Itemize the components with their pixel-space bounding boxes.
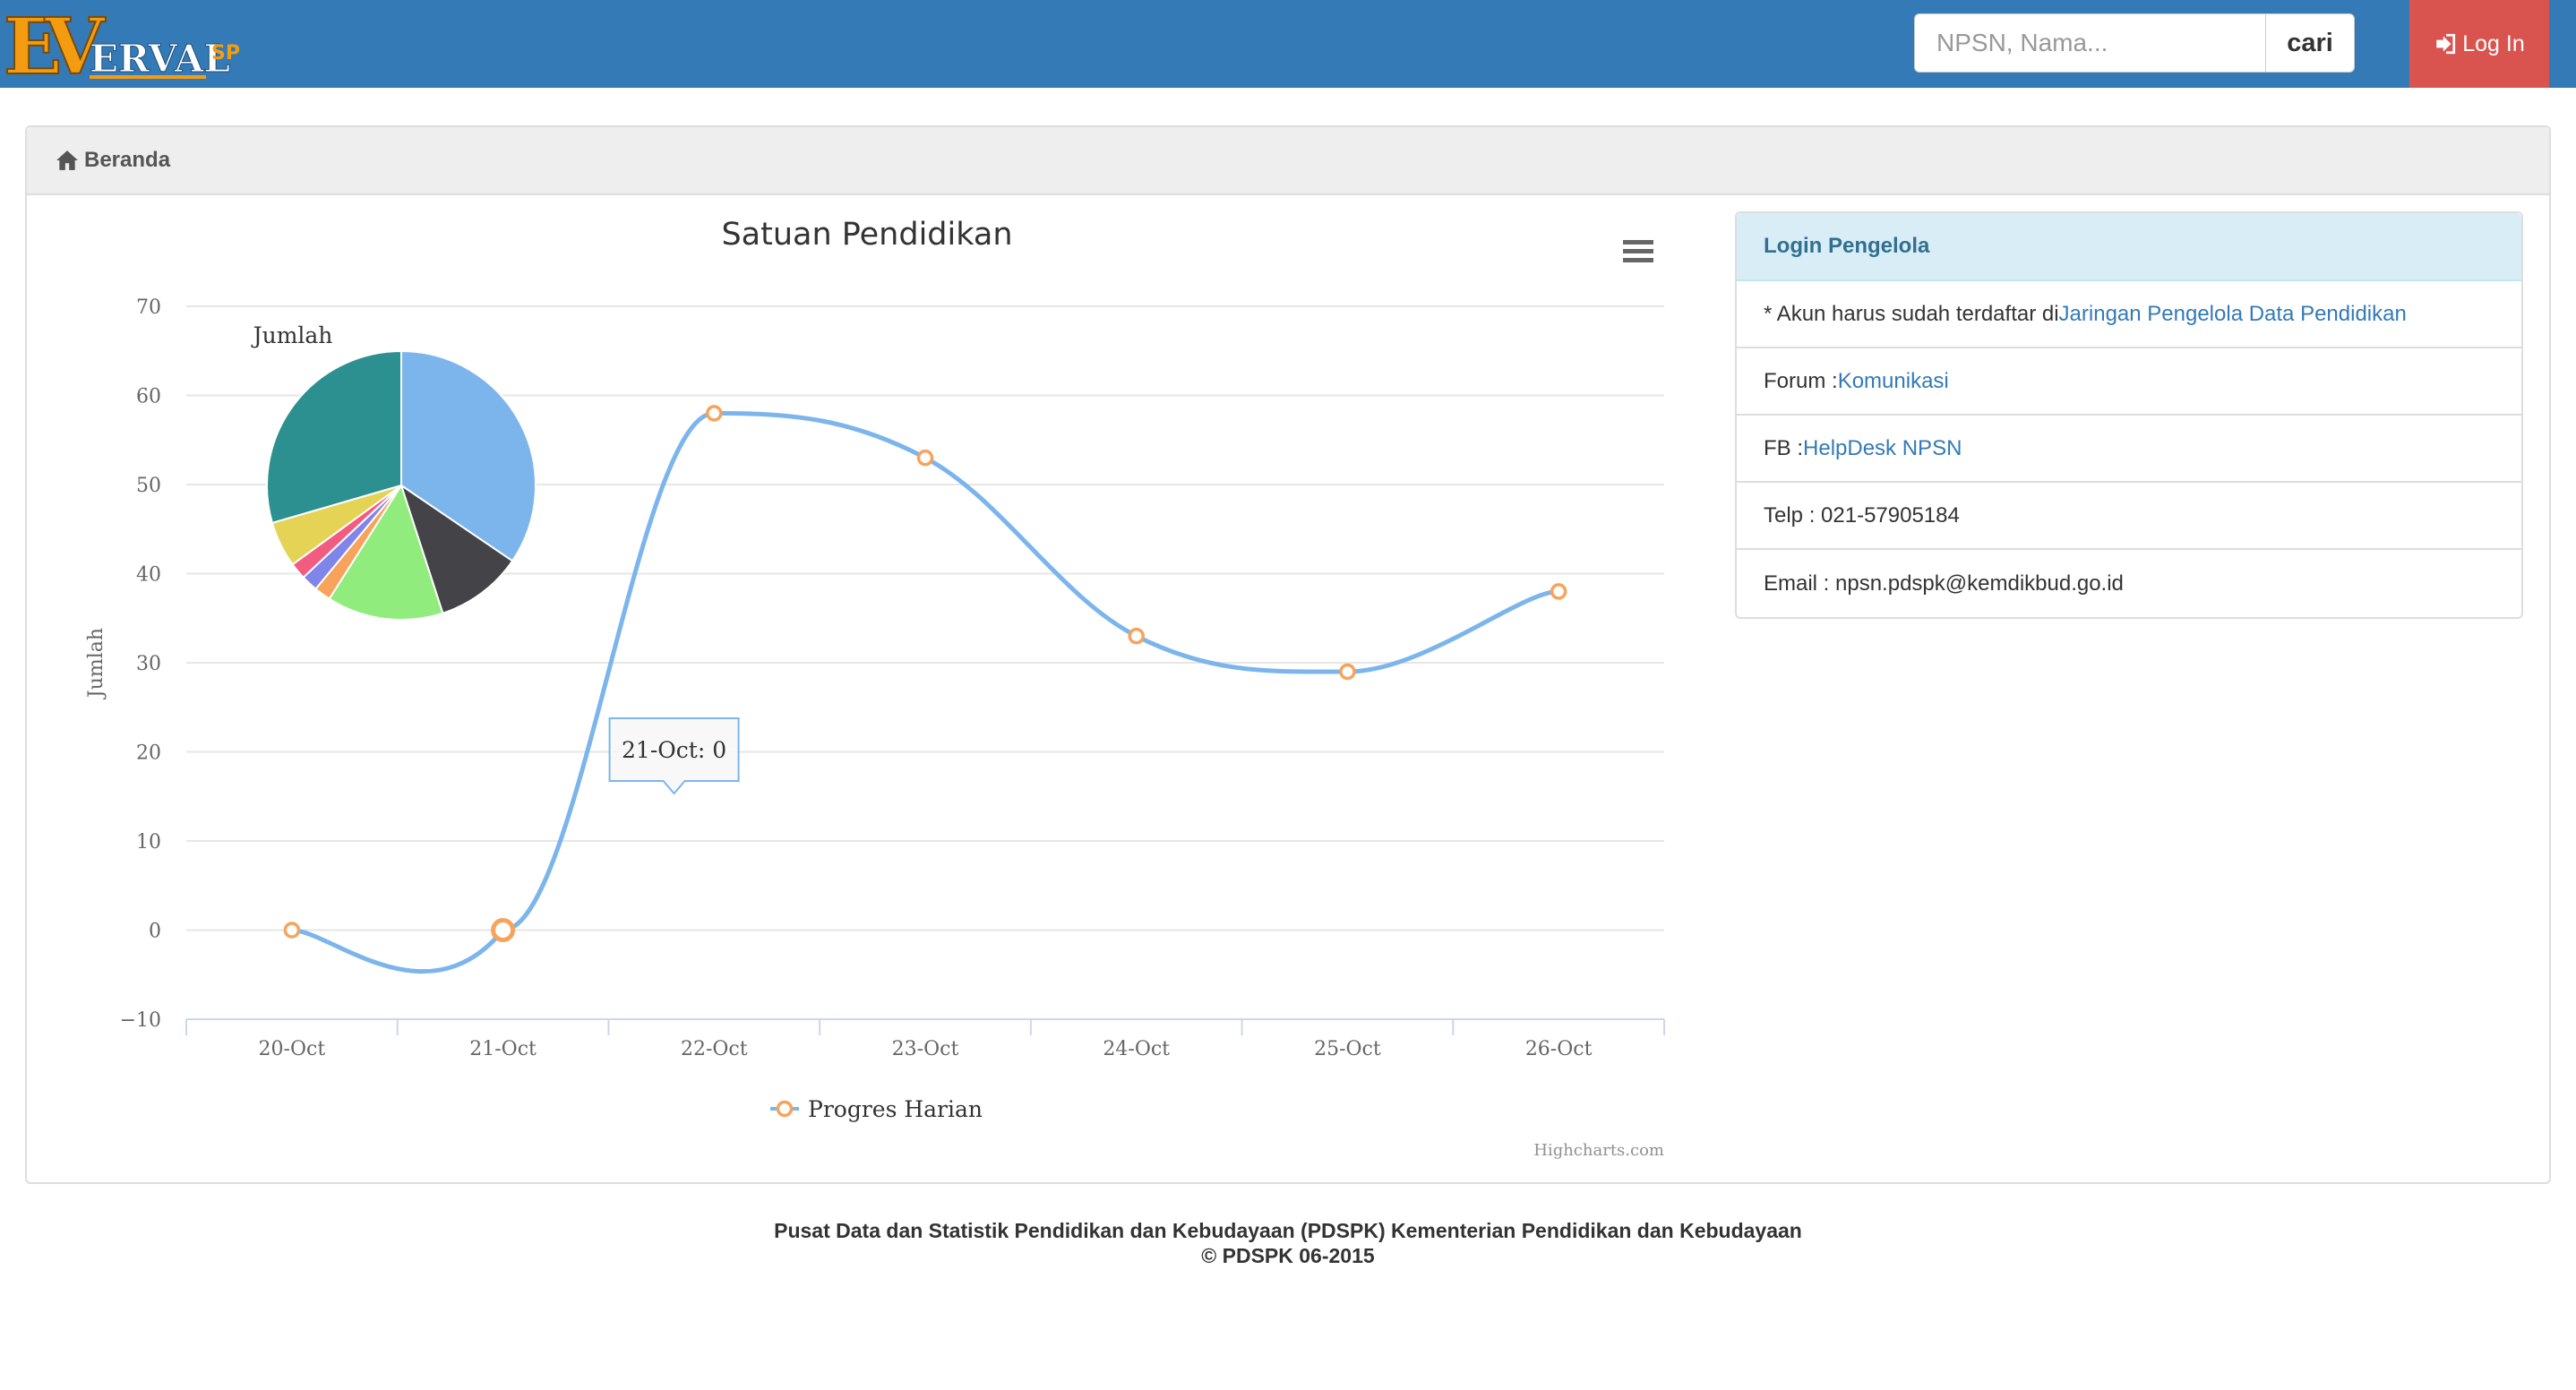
legend[interactable]: Progres Harian bbox=[770, 1096, 983, 1122]
tooltip-text: 21-Oct: 0 bbox=[622, 737, 726, 763]
satuan-pendidikan-chart: −10 0 10 20 30 40 50 60 70 20-Oct 21-Oct 22-Oct 23-O… bbox=[47, 195, 1686, 1164]
svg-text:ERVAL: ERVAL bbox=[90, 37, 230, 81]
login-button[interactable]: Log In bbox=[2409, 0, 2549, 88]
svg-text:E: E bbox=[4, 4, 63, 84]
link-jaringan-pengelola[interactable]: Jaringan Pengelola Data Pendidikan bbox=[2058, 301, 2407, 326]
credits[interactable]: Highcharts.com bbox=[1533, 1141, 1664, 1160]
x-tick-label: 21-Oct bbox=[469, 1038, 537, 1060]
footer: Pusat Data dan Statistik Pendidikan dan … bbox=[0, 1218, 2576, 1268]
side-panel-heading: Login Pengelola bbox=[1737, 213, 2521, 281]
data-point-23-Oct[interactable] bbox=[916, 449, 934, 467]
footer-institution: Pusat Data dan Statistik Pendidikan dan … bbox=[774, 1219, 1802, 1242]
info-row-forum: Forum : Komunikasi bbox=[1737, 348, 2521, 416]
link-komunikasi[interactable]: Komunikasi bbox=[1837, 368, 1949, 393]
pie-slice[interactable] bbox=[328, 483, 444, 621]
info-row-fb: FB : HelpDesk NPSN bbox=[1737, 416, 2521, 483]
pie-slice[interactable] bbox=[400, 349, 537, 562]
legend-label[interactable]: Progres Harian bbox=[808, 1096, 983, 1122]
y-tick-label: 40 bbox=[136, 564, 161, 587]
x-tick-label: 20-Oct bbox=[259, 1038, 326, 1060]
everval-logo[interactable]: E V ERVAL SP bbox=[0, 1, 251, 93]
x-tick-label: 22-Oct bbox=[681, 1038, 748, 1060]
data-point-25-Oct[interactable] bbox=[1339, 663, 1356, 681]
search-button[interactable]: cari bbox=[2265, 13, 2355, 73]
y-tick-label: 0 bbox=[149, 921, 161, 943]
info-row-telp: Telp : 021-57905184 bbox=[1737, 483, 2521, 550]
x-tick-label: 24-Oct bbox=[1103, 1038, 1170, 1060]
info-row-email: Email : npsn.pdspk@kemdikbud.go.id bbox=[1764, 571, 2124, 596]
tooltip: 21-Oct: 0 bbox=[608, 717, 740, 795]
home-icon bbox=[56, 150, 78, 170]
link-helpdesk-npsn[interactable]: HelpDesk NPSN bbox=[1803, 435, 1962, 460]
pie-slice[interactable] bbox=[266, 349, 402, 525]
info-row-account: * Akun harus sudah terdaftar di Jaringan… bbox=[1737, 281, 2521, 348]
y-tick-label: 30 bbox=[136, 653, 161, 675]
y-tick-label: 50 bbox=[136, 475, 161, 497]
chart-svg: −10 0 10 20 30 40 50 60 70 20-Oct 21-Oct 22-Oct 23-O… bbox=[85, 217, 1665, 1160]
data-point-22-Oct[interactable] bbox=[706, 405, 723, 422]
search-input[interactable] bbox=[1914, 13, 2265, 73]
navbar: E V ERVAL SP cari Log In bbox=[0, 0, 2576, 93]
data-point-20-Oct[interactable] bbox=[283, 922, 301, 939]
data-point-21-Oct[interactable] bbox=[491, 918, 516, 942]
login-pengelola-panel: Login Pengelola * Akun harus sudah terda… bbox=[1735, 211, 2523, 619]
y-tick-label: −10 bbox=[120, 1009, 161, 1032]
pie-title: Jumlah bbox=[251, 322, 333, 348]
search-form: cari bbox=[1914, 13, 2355, 73]
footer-copyright: © PDSPK 06-2015 bbox=[1201, 1244, 1375, 1267]
legend-marker bbox=[776, 1100, 794, 1118]
svg-text:SP: SP bbox=[211, 42, 240, 64]
y-tick-label: 20 bbox=[136, 742, 161, 765]
x-tick-label: 25-Oct bbox=[1314, 1038, 1381, 1060]
y-axis-title: Jumlah bbox=[85, 628, 107, 699]
x-tick-label: 23-Oct bbox=[892, 1038, 959, 1060]
login-label: Log In bbox=[2462, 30, 2525, 56]
chart-title: Satuan Pendidikan bbox=[721, 217, 1012, 253]
data-point-24-Oct[interactable] bbox=[1128, 627, 1145, 645]
x-tick-label: 26-Oct bbox=[1525, 1038, 1593, 1060]
chart-menu-icon[interactable] bbox=[1623, 240, 1653, 262]
y-tick-label: 70 bbox=[136, 296, 161, 319]
breadcrumb: Beranda bbox=[27, 127, 2549, 195]
sign-in-icon bbox=[2436, 33, 2456, 55]
y-tick-label: 10 bbox=[136, 831, 161, 854]
data-point-26-Oct[interactable] bbox=[1550, 583, 1567, 600]
y-tick-label: 60 bbox=[136, 386, 161, 408]
pie-slice[interactable] bbox=[399, 483, 514, 614]
breadcrumb-home[interactable]: Beranda bbox=[84, 148, 171, 172]
main-panel: Beranda bbox=[25, 125, 2551, 1184]
